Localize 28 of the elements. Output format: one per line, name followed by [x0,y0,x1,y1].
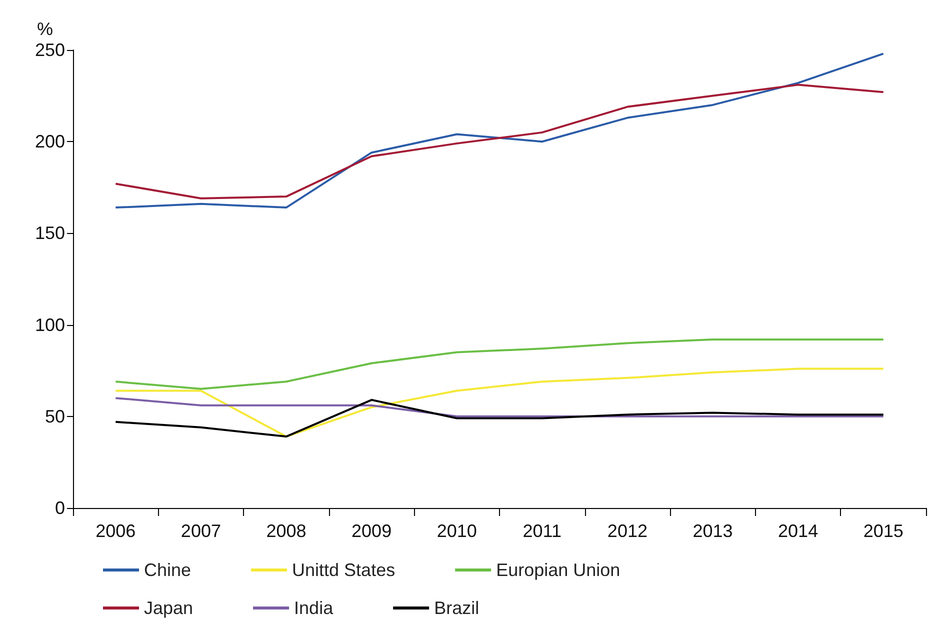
legend-label: Chine [144,560,192,580]
y-tick-label: 250 [34,40,65,60]
legend-label: Unittd States [292,560,396,580]
x-tick-label: 2011 [522,521,562,541]
line-series [114,84,884,200]
legend-label: Europian Union [496,560,620,580]
x-tick-label: 2014 [778,521,818,541]
x-tick-label: 2010 [436,521,477,541]
y-tick-label: 200 [34,132,65,152]
x-tick-label: 2007 [180,521,221,541]
line-series [114,368,884,438]
x-tick-label: 2015 [863,521,904,541]
legend-label: Japan [144,598,194,618]
x-tick-label: 2008 [266,521,306,541]
y-tick-label: 150 [34,223,65,244]
x-tick-label: 2009 [352,521,392,541]
x-tick-label: 2006 [96,521,136,541]
y-tick-label: 50 [44,406,65,426]
legend-label: India [294,598,334,618]
y-tick-label: 0 [54,498,65,518]
line-series [114,52,884,209]
y-axis-title: % [36,19,53,39]
legend-label: Brazil [434,598,480,618]
y-tick-label: 100 [34,314,65,335]
x-tick-label: 2013 [692,521,733,541]
line-series [114,398,884,438]
x-tick-label: 2012 [607,521,648,541]
line-series [114,338,884,390]
